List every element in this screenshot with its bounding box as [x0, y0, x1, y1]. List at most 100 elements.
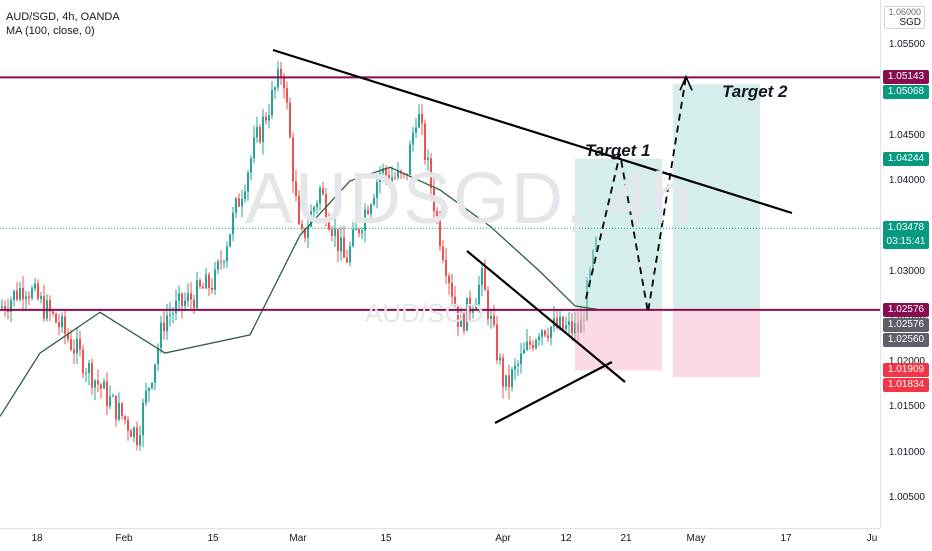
- candle-body: [211, 287, 213, 290]
- candle-body: [466, 297, 468, 331]
- candle-body: [154, 364, 156, 383]
- candle-body: [1, 306, 3, 308]
- target-2-label: Target 2: [722, 82, 788, 101]
- candle-body: [172, 313, 174, 315]
- candle-body: [412, 132, 414, 145]
- candle-body: [499, 357, 501, 361]
- candle-body: [487, 290, 489, 319]
- candle-body: [22, 287, 24, 300]
- target-1-loss-zone: [575, 309, 662, 371]
- candle-body: [220, 261, 222, 263]
- candle-body: [361, 230, 363, 234]
- candle-body: [175, 301, 177, 314]
- candle-body: [526, 341, 528, 350]
- candle-body: [424, 123, 426, 160]
- symbol-title[interactable]: AUD/SGD, 4h, OANDA: [6, 11, 120, 23]
- candle-body: [274, 87, 276, 91]
- time-tick: Ju: [866, 533, 878, 544]
- time-axis[interactable]: 18 Feb 15 Mar 15 Apr 12 21 May 17 Ju: [0, 528, 880, 551]
- candle-body: [91, 363, 93, 388]
- candle-body: [448, 275, 450, 283]
- candle-body: [358, 229, 360, 234]
- candle-body: [49, 300, 51, 312]
- currency-indicator[interactable]: 1.06000 SGD: [884, 6, 925, 29]
- candle-body: [415, 127, 417, 133]
- candle-body: [286, 88, 288, 103]
- candle-body: [355, 229, 357, 231]
- candle-body: [508, 375, 510, 388]
- descending-trendline: [272, 48, 793, 215]
- candle-body: [523, 349, 525, 354]
- candle-body: [520, 353, 522, 365]
- candle-body: [61, 316, 63, 328]
- candle-body: [208, 274, 210, 288]
- candle-body: [268, 115, 270, 121]
- price-badge: 1.02576: [883, 317, 929, 332]
- candle-body: [151, 382, 153, 388]
- time-tick: 15: [380, 533, 392, 544]
- candle-body: [13, 290, 15, 301]
- indicator-label[interactable]: MA (100, close, 0): [6, 25, 95, 37]
- candle-body: [505, 375, 507, 387]
- candle-body: [214, 269, 216, 290]
- price-axis[interactable]: 1.06000 SGD 1.055001.050001.045001.04000…: [880, 0, 932, 528]
- candle-body: [379, 172, 381, 182]
- candle-body: [337, 228, 339, 252]
- candle-body: [37, 283, 39, 299]
- price-tick: 1.01000: [888, 446, 925, 458]
- candle-body: [148, 387, 150, 391]
- candle-body: [163, 322, 165, 332]
- candle-body: [436, 211, 438, 217]
- candle-body: [253, 137, 255, 159]
- price-badge: 1.02576: [883, 302, 929, 317]
- candle-body: [370, 204, 372, 215]
- candle-body: [205, 274, 207, 289]
- price-badge: 1.01909: [883, 363, 929, 378]
- candle-body: [58, 322, 60, 328]
- candle-body: [352, 229, 354, 246]
- candle-body: [34, 283, 36, 289]
- candle-body: [76, 338, 78, 354]
- candle-body: [130, 430, 132, 437]
- candle-body: [223, 261, 225, 263]
- candle-body: [160, 322, 162, 348]
- price-badge: 1.03478 03:15:41: [883, 221, 929, 250]
- candle-body: [493, 316, 495, 325]
- candle-body: [190, 293, 192, 300]
- candle-body: [70, 339, 72, 350]
- candle-body: [427, 158, 429, 160]
- candle-body: [568, 321, 570, 326]
- time-tick: Mar: [289, 533, 307, 544]
- candle-body: [166, 315, 168, 332]
- candle-body: [313, 207, 315, 212]
- projection-arrowhead: [679, 74, 693, 91]
- candle-body: [376, 181, 378, 198]
- candle-body: [187, 293, 189, 301]
- price-tick: 1.04500: [888, 129, 925, 141]
- target-1-label: Target 1: [585, 141, 651, 160]
- candle-body: [430, 158, 432, 188]
- wedge-upper-line: [466, 250, 626, 383]
- candle-body: [100, 384, 102, 389]
- candle-body: [247, 172, 249, 192]
- candle-body: [136, 427, 138, 446]
- price-badge: 1.05068: [883, 85, 929, 100]
- candle-body: [460, 313, 462, 327]
- candle-body: [28, 296, 30, 299]
- moving-average-line: [0, 166, 599, 417]
- candle-body: [319, 188, 321, 204]
- candle-body: [397, 170, 399, 178]
- candle-body: [517, 364, 519, 366]
- candle-body: [316, 203, 318, 208]
- candle-body: [544, 330, 546, 336]
- candle-body: [82, 349, 84, 374]
- candle-body: [157, 347, 159, 365]
- candle-body: [391, 177, 393, 182]
- candle-body: [250, 158, 252, 173]
- candle-body: [571, 321, 573, 334]
- price-badge: 1.02560: [883, 332, 929, 347]
- candle-body: [121, 403, 123, 416]
- candle-body: [535, 340, 537, 349]
- candle-body: [292, 137, 294, 182]
